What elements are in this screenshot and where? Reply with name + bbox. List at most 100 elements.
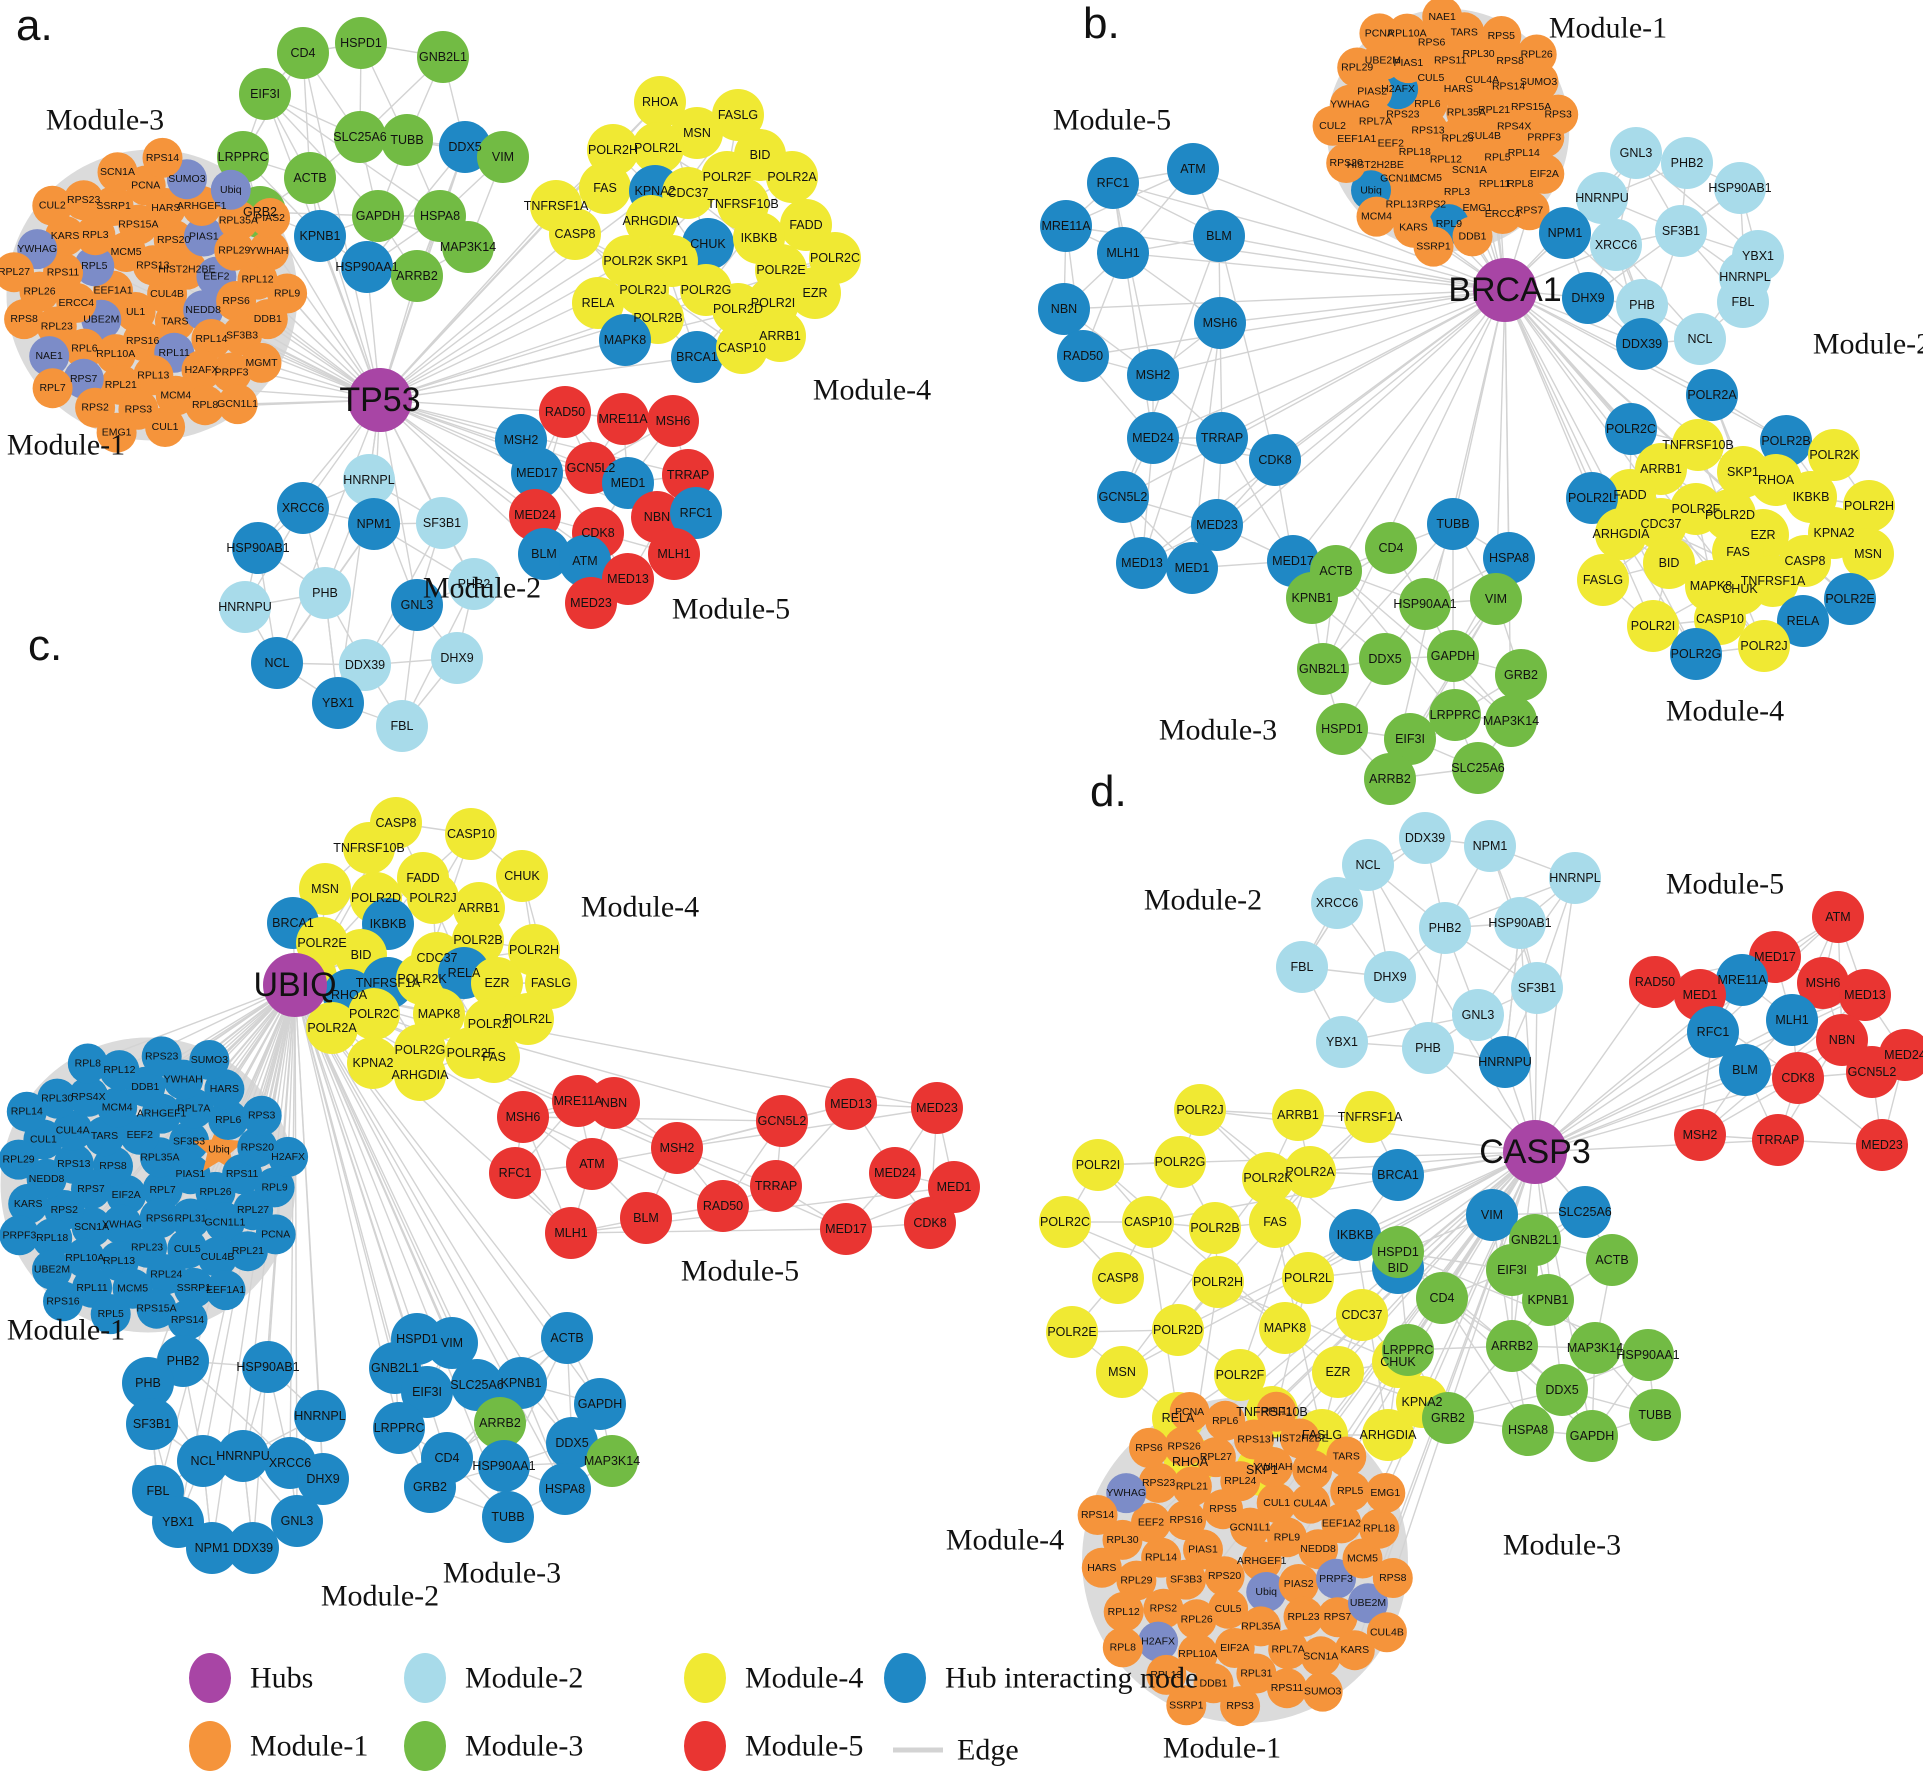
- node-label: TNFRSF1A: [356, 976, 421, 990]
- node-POLR2C: [1039, 1196, 1091, 1248]
- node-label: MED1: [1175, 561, 1210, 575]
- node-label: SLC25A6: [333, 130, 387, 144]
- node-NCL: [251, 637, 303, 689]
- node-label: YBX1: [1742, 249, 1774, 263]
- node-label: RPL35A: [140, 1151, 179, 1163]
- node-label: MCM4: [160, 390, 191, 402]
- node-MSH2: [1127, 349, 1179, 401]
- node-label: CASP10: [1696, 612, 1744, 626]
- node-label: GNL3: [281, 1514, 314, 1528]
- node-label: GRB2: [1431, 1411, 1465, 1425]
- hub-label: BRCA1: [1448, 271, 1561, 309]
- node-label: MCM5: [1411, 172, 1442, 184]
- node-label: CUL1: [152, 421, 179, 433]
- node-label: EZR: [485, 976, 510, 990]
- node-TRRAP: [1752, 1114, 1804, 1166]
- node-YBX1: [312, 677, 364, 729]
- node-ARRB2: [1486, 1320, 1538, 1372]
- node-label: PRPF3: [1527, 132, 1561, 144]
- node-label: DHX9: [1571, 291, 1604, 305]
- node-XRCC6: [1590, 219, 1642, 271]
- node-PCNA: [1169, 1392, 1210, 1432]
- node-label: RPS11: [47, 267, 80, 279]
- node-label: POLR2K: [1809, 448, 1859, 462]
- node-RPS14: [167, 1299, 208, 1340]
- node-label: RPL9: [274, 288, 300, 300]
- node-BLM: [1193, 210, 1245, 262]
- node-NPM1: [348, 498, 400, 550]
- legend-label: Module-1: [250, 1730, 368, 1763]
- node-label: RPL13: [103, 1255, 135, 1267]
- node-ACTB: [1586, 1234, 1638, 1286]
- node-label: CHUK: [504, 869, 540, 883]
- node-POLR2A: [1284, 1146, 1336, 1198]
- node-label: RPS13: [136, 259, 169, 271]
- node-RPL9: [254, 1167, 295, 1208]
- node-label: RPS3: [1544, 109, 1572, 121]
- node-label: RPL35A: [219, 215, 258, 227]
- node-RPS3: [241, 1095, 282, 1136]
- node-label: RPL12: [1430, 153, 1462, 165]
- node-label: POLR2K: [397, 972, 447, 986]
- node-CASP8: [549, 208, 601, 260]
- node-labels: NCL DDX39 NPM1 HNRNPL XRCC6 PHB2 HSP90AB1 FBL DH…: [1040, 831, 1923, 1712]
- node-HNRNPU: [219, 581, 271, 633]
- node-RAD50: [1629, 956, 1681, 1008]
- node-RPL11: [1256, 1391, 1297, 1432]
- legend-swatch-m5: [684, 1721, 726, 1771]
- node-RPS6: [1129, 1427, 1169, 1468]
- node-label: MRE11A: [1041, 219, 1091, 233]
- node-label: ATM: [579, 1157, 604, 1171]
- node-label: PHB2: [167, 1354, 200, 1368]
- node-label: H2AFX: [1381, 83, 1415, 95]
- node-label: CHUK: [1380, 1355, 1416, 1369]
- node-RPL14: [6, 1091, 47, 1132]
- node-label: SF3B1: [1662, 224, 1700, 238]
- node-label: PHB: [1629, 298, 1655, 312]
- hub-label: CASP3: [1479, 1133, 1591, 1171]
- node-RELA: [572, 277, 624, 329]
- node-label: EZR: [1326, 1365, 1351, 1379]
- node-label: RPL9: [1436, 218, 1462, 230]
- node-label: GCN1L1: [204, 1216, 245, 1228]
- node-label: ARHGDIA: [623, 214, 681, 228]
- node-NAE1: [1422, 0, 1463, 37]
- node-label: LRPPRC: [374, 1421, 425, 1435]
- node-label: GAPDH: [1431, 649, 1475, 663]
- node-label: RPS16: [46, 1295, 79, 1307]
- node-RPS16: [43, 1281, 83, 1322]
- node-RPS13: [1234, 1419, 1274, 1460]
- node-ARRB1: [1272, 1089, 1324, 1141]
- node-label: NAE1: [35, 350, 63, 362]
- node-label: EZR: [803, 286, 828, 300]
- node-label: POLR2J: [619, 283, 666, 297]
- node-label: RPL29: [1341, 62, 1373, 74]
- node-label: RPL8: [1110, 1641, 1136, 1653]
- node-MED13: [825, 1078, 877, 1130]
- node-BLM: [1719, 1044, 1771, 1096]
- node-DDX5: [1536, 1364, 1588, 1416]
- node-label: POLR2E: [297, 936, 346, 950]
- node-label: FASLG: [531, 976, 571, 990]
- node-MAP3K14: [1485, 695, 1537, 747]
- node-label: POLR2F: [1216, 1368, 1265, 1382]
- node-MSN: [671, 107, 723, 159]
- node-label: PHB: [135, 1376, 161, 1390]
- node-FBL: [1717, 276, 1769, 328]
- panel-c: CASP8 CASP10 TNFRSF10B FADD CHUK MSN POLR2D POL…: [0, 621, 980, 1613]
- node-RELA: [1777, 595, 1829, 647]
- module-label-c: Module-1: [7, 1314, 125, 1347]
- node-label: NCL: [1687, 332, 1712, 346]
- node-label: MSH2: [660, 1141, 695, 1155]
- node-PHB: [1402, 1022, 1454, 1074]
- node-label: HIST2H2BE: [1347, 159, 1404, 171]
- node-RPS14: [142, 137, 183, 178]
- module-label-c: Module-3: [443, 1557, 561, 1590]
- node-label: GNL3: [1462, 1008, 1495, 1022]
- node-label: SUMO3: [168, 173, 206, 185]
- node-LRPPRC: [1382, 1324, 1434, 1376]
- node-label: RPL27: [237, 1204, 269, 1216]
- node-BRCA1: [671, 331, 723, 383]
- node-label: MED24: [514, 508, 556, 522]
- node-label: TNFRSF10B: [1236, 1405, 1308, 1419]
